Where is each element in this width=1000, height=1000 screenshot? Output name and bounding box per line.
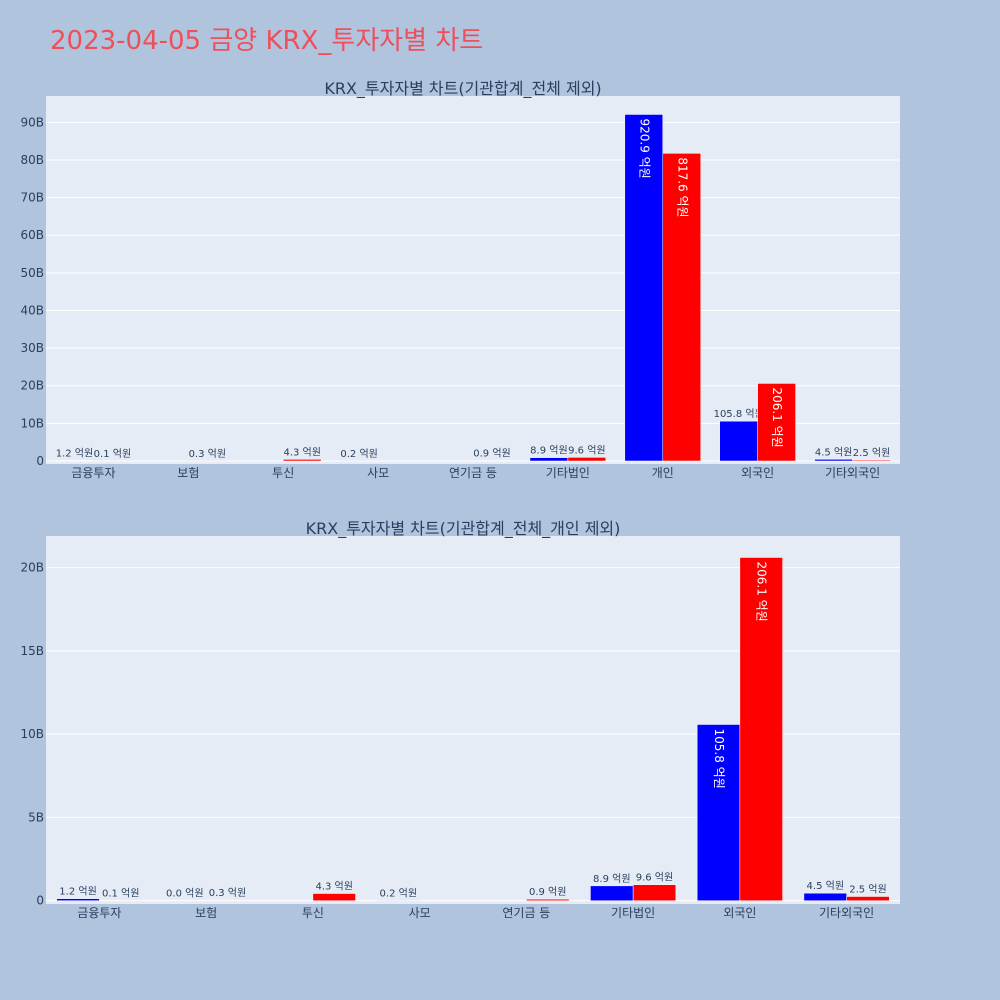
- x-tick-label: 금융투자: [77, 906, 121, 920]
- bar: [739, 557, 783, 901]
- x-tick-label: 사모: [367, 466, 389, 480]
- data-label: 0.9 억원: [473, 448, 510, 460]
- x-tick-label: 개인: [652, 466, 674, 480]
- chart-title: KRX_투자자별 차트(기관합계_전체_개인 제외): [306, 519, 621, 539]
- data-label: 817.6 억원: [675, 157, 689, 217]
- bar: [529, 457, 569, 462]
- data-label: 0.2 억원: [340, 448, 377, 460]
- y-tick-label: 90B: [20, 115, 44, 129]
- x-tick-label: 금융투자: [71, 466, 115, 480]
- y-tick-label: 10B: [20, 727, 44, 741]
- data-label: 1.2 억원: [59, 886, 96, 898]
- x-tick-label: 투신: [302, 906, 324, 920]
- y-tick-label: 15B: [20, 644, 44, 658]
- bar: [814, 459, 853, 462]
- data-label: 4.5 억원: [807, 880, 844, 892]
- data-label: 9.6 억원: [568, 444, 605, 456]
- data-label: 1.2 억원: [56, 448, 93, 460]
- y-tick-label: 5B: [28, 810, 44, 824]
- y-tick-label: 10B: [20, 416, 44, 430]
- data-label: 8.9 억원: [593, 873, 630, 885]
- data-label: 206.1 억원: [755, 561, 769, 621]
- y-tick-label: 50B: [20, 266, 44, 280]
- data-label: 2.5 억원: [849, 884, 886, 896]
- y-tick-label: 80B: [20, 153, 44, 167]
- y-tick-label: 20B: [20, 379, 44, 393]
- data-label: 0.1 억원: [102, 888, 139, 900]
- data-label: 2.5 억원: [853, 447, 890, 459]
- page-title: 2023-04-05 금양 KRX_투자자별 차트: [50, 26, 484, 56]
- x-tick-label: 사모: [409, 906, 431, 920]
- chart-1: 0 10B 20B 30B 40B 50B 60B 70B 80B 90B KRX_투자자별 차트(…: [20, 79, 900, 480]
- x-tick-label: 연기금 등: [449, 466, 497, 480]
- y-tick-label: 0: [36, 454, 44, 468]
- bar: [590, 885, 634, 901]
- bar: [846, 896, 890, 901]
- data-label: 920.9 억원: [637, 118, 651, 178]
- bar: [312, 893, 356, 901]
- bar: [56, 898, 100, 901]
- y-tick-label: 70B: [20, 191, 44, 205]
- bar: [662, 153, 701, 462]
- x-tick-label: 기타외국인: [819, 906, 874, 920]
- data-label: 0.1 억원: [94, 448, 131, 460]
- data-label: 4.3 억원: [315, 881, 352, 893]
- data-label: 4.5 억원: [815, 446, 852, 458]
- x-tick-label: 기타법인: [611, 906, 655, 920]
- bar: [719, 420, 758, 462]
- bar: [282, 459, 322, 462]
- x-tick-label: 기타법인: [546, 466, 590, 480]
- data-label: 0.0 억원: [166, 888, 203, 900]
- x-tick-label: 보험: [195, 906, 217, 920]
- data-label: 0.2 억원: [380, 887, 417, 899]
- x-tick-label: 기타외국인: [825, 466, 880, 480]
- y-tick-label: 20B: [20, 561, 44, 575]
- bar: [632, 884, 677, 901]
- x-tick-label: 보험: [177, 466, 199, 480]
- x-tick-label: 연기금 등: [502, 906, 550, 920]
- bar: [567, 457, 607, 462]
- bar: [852, 459, 891, 462]
- bar: [803, 892, 847, 901]
- x-tick-label: 외국인: [723, 906, 756, 920]
- data-label: 0.9 억원: [529, 886, 566, 898]
- data-label: 0.3 억원: [209, 887, 246, 899]
- data-label: 206.1 억원: [770, 387, 784, 447]
- bar: [696, 724, 741, 901]
- y-tick-label: 60B: [20, 228, 44, 242]
- data-label: 105.8 억원: [714, 408, 764, 420]
- y-tick-label: 30B: [20, 341, 44, 355]
- chart-2: 0 5B 10B 15B 20B KRX_투자자별 차트(기관합계_전체_개인 제외) 금융…: [20, 519, 900, 920]
- x-tick-label: 투신: [272, 466, 294, 480]
- data-label: 8.9 억원: [530, 445, 567, 457]
- bar: [624, 114, 664, 462]
- chart-title: KRX_투자자별 차트(기관합계_전체 제외): [324, 79, 601, 99]
- data-label: 9.6 억원: [636, 872, 673, 884]
- y-tick-label: 40B: [20, 303, 44, 317]
- bar: [757, 383, 796, 462]
- data-label: 4.3 억원: [283, 446, 320, 458]
- y-tick-label: 0: [36, 894, 44, 908]
- data-label: 105.8 억원: [712, 728, 726, 788]
- x-tick-label: 외국인: [741, 466, 774, 480]
- bar: [526, 898, 570, 901]
- data-label: 0.3 억원: [189, 448, 226, 460]
